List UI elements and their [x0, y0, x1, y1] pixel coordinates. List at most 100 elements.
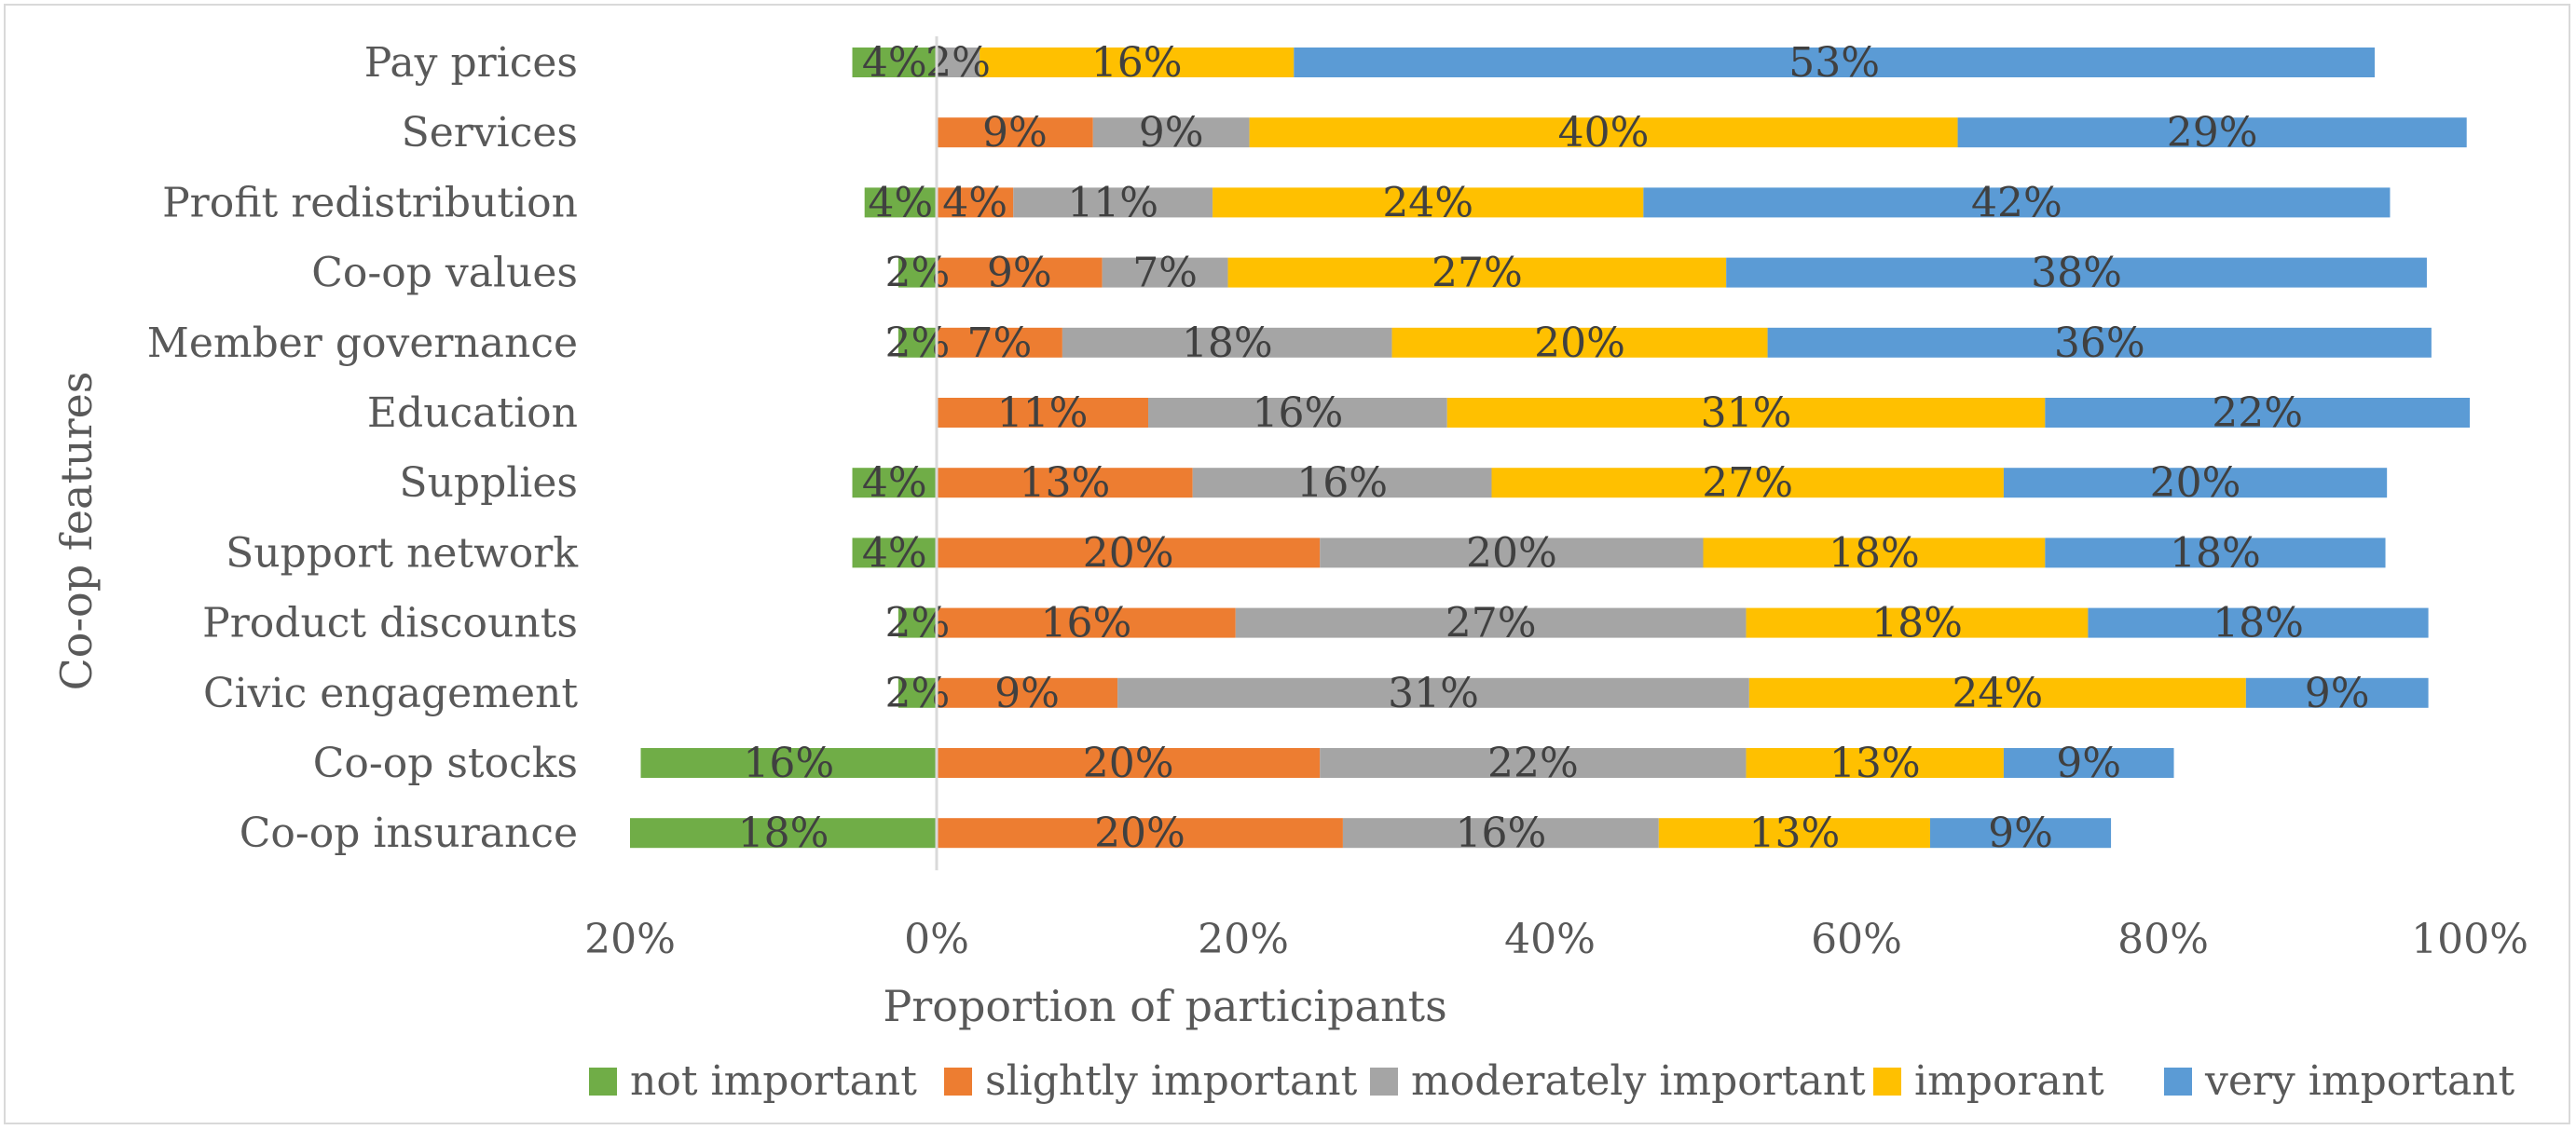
data-label: 13% — [1748, 810, 1840, 857]
data-label: 9% — [1988, 810, 2053, 857]
data-label: 20% — [1083, 740, 1174, 787]
category-label: Services — [402, 109, 578, 157]
x-tick-label: 100% — [2411, 916, 2528, 963]
data-label: 16% — [1091, 39, 1183, 87]
bar-segment — [1342, 818, 1659, 849]
data-label: 29% — [2167, 109, 2258, 157]
bar-segment — [1117, 677, 1749, 708]
x-axis-title: Proportion of participants — [883, 981, 1446, 1031]
data-label: 53% — [1788, 39, 1880, 87]
data-label: 24% — [1952, 670, 2043, 717]
bar-segment — [630, 818, 937, 849]
data-label: 9% — [987, 250, 1052, 297]
bar-segment — [937, 257, 1103, 288]
legend-swatch — [1873, 1068, 1901, 1096]
bar-segment — [1013, 187, 1213, 218]
legend-swatch — [589, 1068, 617, 1096]
bar-segment — [1213, 187, 1644, 218]
data-label: 4% — [862, 529, 927, 577]
bar-segment — [1391, 327, 1768, 358]
bar-segment — [852, 538, 937, 568]
segment-labels-group: 4%2% 16% 53%9% 9% 40% 29%4% 4% 11% 24% 42%2% 9% 7% 2… — [738, 39, 2370, 857]
bar-segment — [1658, 818, 1930, 849]
data-label: 9% — [2056, 740, 2121, 787]
bar-segment — [1643, 187, 2391, 218]
category-label: Civic engagement — [203, 670, 578, 717]
legend: not important slightly important moderatel… — [589, 1057, 2515, 1105]
data-label: 4% — [862, 459, 927, 507]
data-label: 4% — [942, 179, 1007, 226]
data-label: 18% — [1829, 529, 1920, 577]
bar-segment — [980, 48, 1295, 77]
legend-swatch — [2164, 1068, 2192, 1096]
legend-swatch — [944, 1068, 972, 1096]
bar-segment — [937, 468, 1193, 498]
category-label: Co-op stocks — [313, 740, 578, 787]
bar-segment — [852, 468, 937, 498]
x-tick-label: 80% — [2117, 916, 2209, 963]
category-label: Product discounts — [202, 600, 578, 647]
bar-segment — [897, 677, 937, 708]
bar-segment — [937, 187, 1014, 218]
data-label: 31% — [1388, 670, 1479, 717]
data-label: 22% — [2212, 389, 2303, 437]
bar-segment — [1062, 327, 1392, 358]
x-tick-label: 20% — [584, 916, 676, 963]
data-label: 40% — [1558, 109, 1650, 157]
bar-segment — [1746, 748, 2004, 778]
x-tick-label: 20% — [1198, 916, 1289, 963]
data-label: 31% — [1701, 389, 1792, 437]
data-label: 7% — [967, 320, 1033, 367]
bar-segment — [1249, 117, 1958, 148]
category-label: Support network — [226, 529, 578, 577]
bar-segment — [937, 398, 1149, 428]
data-label: 22% — [1487, 740, 1579, 787]
bar-segment — [2245, 677, 2429, 708]
bar-segment — [1446, 398, 2046, 428]
bar-segment — [2088, 607, 2429, 638]
bars-group — [630, 48, 2470, 849]
data-label: 11% — [1067, 179, 1158, 226]
data-label: 4% — [862, 39, 927, 87]
bar-segment — [1092, 117, 1250, 148]
bar-segment — [1102, 257, 1228, 288]
bar-segment — [937, 327, 1062, 358]
data-label: 18% — [1182, 320, 1273, 367]
x-tick-labels-group: 20% 0% 20% 40% 60% 80% 100% — [584, 916, 2528, 963]
data-label: 2% — [885, 320, 951, 367]
data-label: 13% — [1019, 459, 1110, 507]
bar-segment — [2003, 748, 2174, 778]
bar-segment — [864, 187, 937, 218]
bar-segment — [1957, 117, 2467, 148]
data-label: 36% — [2054, 320, 2145, 367]
bar-segment — [937, 538, 1321, 568]
data-label: 7% — [1132, 250, 1198, 297]
x-tick-label: 40% — [1504, 916, 1596, 963]
data-label: 18% — [2170, 529, 2261, 577]
bar-segment — [1748, 677, 2246, 708]
data-label: 27% — [1702, 459, 1793, 507]
bar-segment — [1148, 398, 1447, 428]
legend-label: not important — [630, 1057, 917, 1105]
bar-segment — [1726, 257, 2427, 288]
data-label: 9% — [994, 670, 1060, 717]
data-label: 11% — [997, 389, 1089, 437]
bar-segment — [937, 677, 1118, 708]
bar-segment — [1491, 468, 2004, 498]
data-label: 20% — [1083, 529, 1174, 577]
data-label: 16% — [743, 740, 834, 787]
data-label: 18% — [2213, 600, 2304, 647]
bar-segment — [2045, 538, 2386, 568]
legend-label: moderately important — [1411, 1057, 1866, 1105]
data-label: 20% — [1466, 529, 1557, 577]
bar-segment — [937, 48, 980, 77]
data-label: 2% — [885, 600, 951, 647]
data-label: 16% — [1296, 459, 1388, 507]
legend-label: imporant — [1914, 1057, 2104, 1105]
data-label: 16% — [1252, 389, 1343, 437]
data-label: 16% — [1040, 600, 1131, 647]
category-label: Co-op insurance — [240, 810, 578, 857]
bar-segment — [1320, 538, 1704, 568]
data-label: 13% — [1829, 740, 1921, 787]
bar-segment — [1227, 257, 1727, 288]
